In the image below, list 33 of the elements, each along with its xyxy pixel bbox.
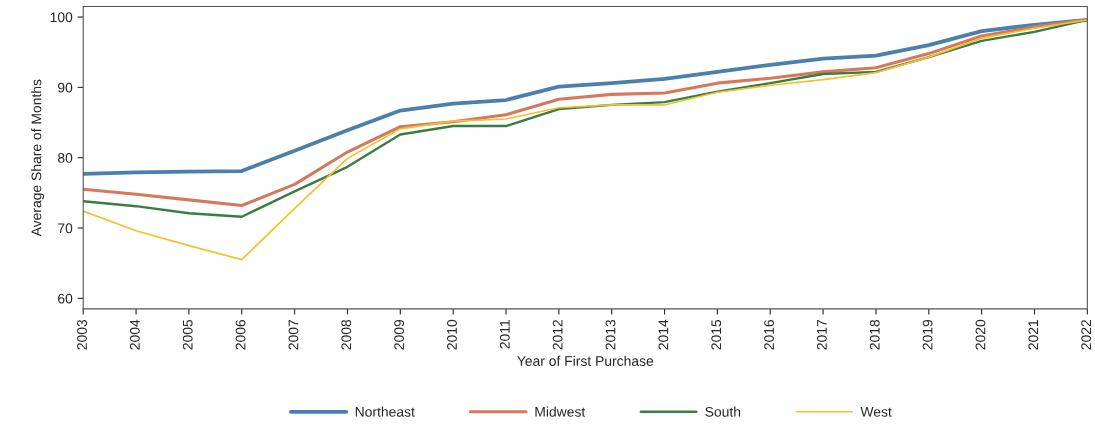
x-tick-label: 2016 <box>764 319 774 350</box>
x-tick-label: 2021 <box>1028 319 1039 350</box>
x-tick-label: 2017 <box>816 319 827 350</box>
x-tick-label: 2020 <box>975 319 986 350</box>
y-tick-label: 70 <box>58 223 73 234</box>
x-tick-label: 2010 <box>447 319 457 350</box>
legend-label: Northeast <box>355 406 415 417</box>
y-tick-label: 90 <box>58 82 73 93</box>
x-tick-label: 2011 <box>499 319 510 349</box>
x-tick-label: 2003 <box>77 319 87 350</box>
x-tick-label: 2006 <box>235 319 246 350</box>
x-tick-label: 2022 <box>1081 319 1092 350</box>
x-tick-label: 2012 <box>552 319 563 350</box>
line-series <box>83 17 1088 176</box>
legend-label: West <box>860 407 892 417</box>
x-tick-label: 2013 <box>605 319 616 350</box>
x-tick-label: 2009 <box>394 319 405 350</box>
legend-label: South <box>705 406 741 417</box>
x-tick-label: 2008 <box>341 319 352 350</box>
x-tick-label: 2005 <box>182 319 193 350</box>
x-tick-label: 2019 <box>922 319 933 350</box>
x-tick-label: 2015 <box>711 319 722 350</box>
y-tick-label: 60 <box>58 293 73 304</box>
y-axis-title: Average Share of Months <box>31 79 45 237</box>
x-axis-title: Year of First Purchase <box>517 355 654 366</box>
line-series <box>83 19 1088 261</box>
x-tick-label: 2007 <box>288 319 299 350</box>
x-tick-label: 2014 <box>658 319 669 350</box>
x-tick-label: 2004 <box>129 319 140 350</box>
y-tick-label: 100 <box>50 12 73 23</box>
x-tick-label: 2018 <box>869 319 880 350</box>
y-tick-label: 80 <box>57 153 73 163</box>
legend-label: Midwest <box>535 406 586 417</box>
